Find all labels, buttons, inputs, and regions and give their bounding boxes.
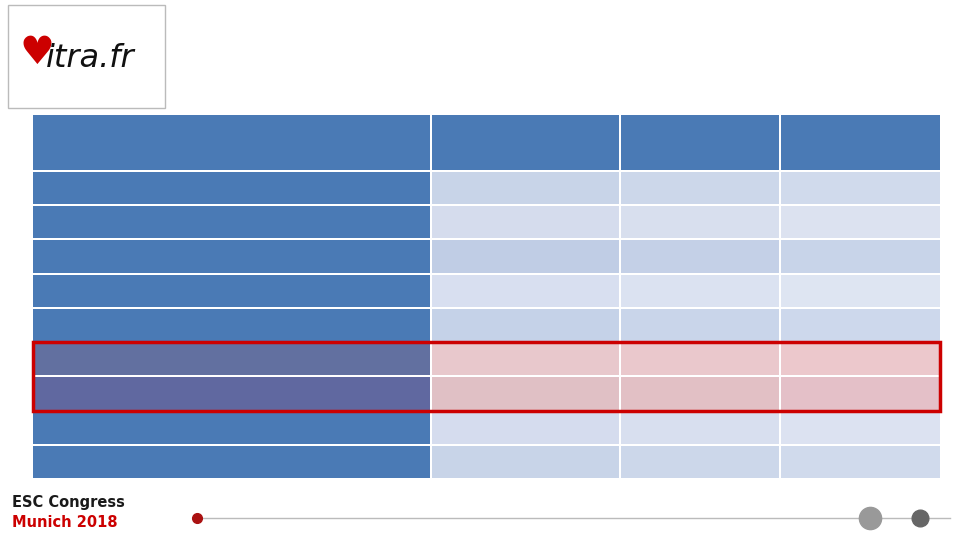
Bar — [621, 115, 779, 170]
Text: ♥: ♥ — [20, 33, 55, 71]
Bar — [432, 309, 619, 341]
Bar — [781, 206, 940, 239]
Bar — [432, 377, 619, 409]
Bar — [432, 172, 619, 204]
Bar — [430, 377, 432, 409]
Bar — [619, 172, 621, 204]
Bar — [621, 343, 779, 375]
Bar — [430, 446, 432, 478]
Bar — [781, 115, 940, 170]
Bar — [781, 411, 940, 444]
Bar — [432, 115, 619, 170]
Bar — [33, 172, 430, 204]
Bar — [779, 115, 781, 170]
Bar — [619, 115, 621, 170]
Bar — [779, 240, 781, 273]
Bar — [33, 206, 430, 239]
Bar — [430, 411, 432, 444]
Bar — [33, 342, 940, 410]
Bar — [33, 240, 430, 273]
Bar — [619, 411, 621, 444]
Bar — [619, 275, 621, 307]
Bar — [779, 172, 781, 204]
Bar — [619, 446, 621, 478]
Bar — [430, 275, 432, 307]
Bar — [432, 411, 619, 444]
Bar — [432, 343, 619, 375]
Bar — [621, 446, 779, 478]
Bar — [621, 411, 779, 444]
Bar — [8, 5, 165, 108]
Bar — [430, 206, 432, 239]
Bar — [781, 309, 940, 341]
Bar — [619, 240, 621, 273]
Bar — [430, 115, 432, 170]
Bar — [779, 411, 781, 444]
Bar — [621, 172, 779, 204]
Bar — [430, 343, 432, 375]
Bar — [781, 446, 940, 478]
Bar — [33, 115, 430, 170]
Bar — [781, 377, 940, 409]
Bar — [781, 275, 940, 307]
Bar — [430, 309, 432, 341]
Bar — [430, 240, 432, 273]
Bar — [621, 240, 779, 273]
Bar — [621, 309, 779, 341]
Bar — [432, 275, 619, 307]
Bar — [33, 309, 430, 341]
Bar — [432, 240, 619, 273]
Bar — [619, 343, 621, 375]
Bar — [619, 309, 621, 341]
Bar — [621, 377, 779, 409]
Bar — [781, 172, 940, 204]
Bar — [621, 275, 779, 307]
Bar — [779, 275, 781, 307]
Bar — [33, 446, 430, 478]
Bar — [779, 206, 781, 239]
Bar — [781, 343, 940, 375]
Bar — [33, 411, 430, 444]
Bar — [33, 275, 430, 307]
Bar — [779, 446, 781, 478]
Bar — [432, 206, 619, 239]
Text: ESC Congress: ESC Congress — [12, 495, 125, 510]
Bar — [779, 309, 781, 341]
Bar — [779, 343, 781, 375]
Bar — [619, 377, 621, 409]
Bar — [781, 240, 940, 273]
Bar — [33, 377, 430, 409]
Text: itra.fr: itra.fr — [46, 43, 134, 74]
Bar — [779, 377, 781, 409]
Bar — [621, 206, 779, 239]
Text: Munich 2018: Munich 2018 — [12, 515, 118, 530]
Bar — [430, 172, 432, 204]
Bar — [432, 446, 619, 478]
Bar — [33, 343, 430, 375]
Bar — [619, 206, 621, 239]
